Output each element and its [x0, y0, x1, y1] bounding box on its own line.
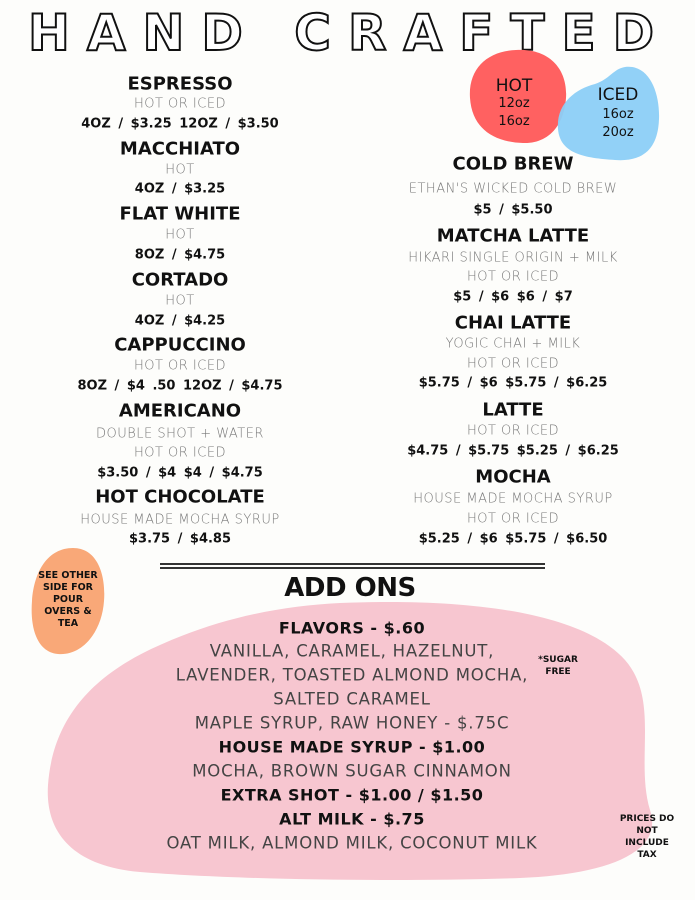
divider — [160, 563, 545, 565]
menu-item-description: HOT — [165, 227, 195, 243]
menu-item-name: MOCHA — [475, 466, 551, 488]
menu-item-name: MATCHA LATTE — [436, 225, 590, 247]
hot-size: 12oz — [498, 96, 530, 111]
hot-size: 16oz — [498, 114, 530, 129]
add-on-options: LAVENDER, TOASTED ALMOND MOCHA, — [175, 665, 529, 685]
note-blob — [31, 548, 105, 655]
menu-item-description: HOUSE MADE MOCHA SYRUP — [80, 512, 280, 528]
iced-badge: ICED 16oz 20oz — [588, 85, 648, 140]
add-on-category: EXTRA SHOT - $1.00 / $1.50 — [220, 785, 484, 805]
menu-item-price: 4OZ / $3.25 12OZ / $3.50 — [81, 116, 279, 132]
menu-item-price: 8OZ / $4.75 — [134, 247, 226, 263]
menu-item-name: FLAT WHITE — [119, 203, 241, 225]
see-other-side-note: SEE OTHER SIDE FOR POUR OVERS & TEA — [38, 570, 98, 629]
menu-item-price: $4.75 / $5.75 $5.25 / $6.25 — [407, 443, 619, 459]
menu-item-description: YOGIC CHAI + MILK — [445, 336, 581, 352]
add-on-options: SALTED CARAMEL — [273, 689, 431, 709]
menu-item-price: 8OZ / $4 .50 12OZ / $4.75 — [77, 378, 283, 394]
add-on-category: ALT MILK - $.75 — [279, 809, 425, 829]
divider — [160, 567, 545, 569]
menu-item-description: HOT OR ICED — [133, 358, 227, 374]
iced-blob — [557, 66, 660, 161]
add-on-options: VANILLA, CARAMEL, HAZELNUT, — [209, 641, 495, 661]
tax-note: PRICES DO NOT INCLUDE TAX — [619, 814, 675, 860]
menu-item-price: $3.50 / $4 $4 / $4.75 — [97, 465, 263, 481]
menu-item-price: $3.75 / $4.85 — [128, 531, 232, 547]
menu-item-name: CHAI LATTE — [454, 312, 572, 334]
menu-item-description: DOUBLE SHOT + WATER — [96, 426, 264, 442]
menu-item-name: LATTE — [482, 399, 544, 421]
add-on-options: OAT MILK, ALMOND MILK, COCONUT MILK — [166, 833, 538, 853]
menu-item-name: MACCHIATO — [119, 138, 241, 160]
menu-item-description: HOUSE MADE MOCHA SYRUP — [413, 491, 613, 507]
menu-item-name: CORTADO — [131, 269, 229, 291]
menu-item-name: CAPPUCCINO — [114, 334, 246, 356]
menu-item-price: 4OZ / $3.25 — [134, 181, 226, 197]
iced-size: 16oz — [602, 107, 634, 122]
iced-size: 20oz — [602, 125, 634, 140]
menu-item-name: HOT CHOCOLATE — [95, 486, 265, 508]
menu-item-description: HOT OR ICED — [466, 356, 560, 372]
menu-item-name: COLD BREW — [452, 153, 574, 175]
add-ons-heading: ADD ONS — [284, 573, 416, 603]
menu-item-price: 4OZ / $4.25 — [134, 313, 226, 329]
menu-item-price: $5.25 / $6 $5.75 / $6.50 — [418, 531, 608, 547]
menu-item-description: HOT OR ICED — [466, 423, 560, 439]
hot-badge: HOT 12oz 16oz — [484, 76, 544, 129]
iced-label: ICED — [597, 85, 639, 105]
menu-item-description: HOT OR ICED — [133, 445, 227, 461]
add-ons-blob — [47, 601, 653, 880]
add-on-options: MOCHA, BROWN SUGAR CINNAMON — [192, 761, 512, 781]
menu-item-description: ETHAN'S WICKED COLD BREW — [408, 181, 618, 197]
add-on-category: HOUSE MADE SYRUP - $1.00 — [218, 737, 486, 757]
sugar-free-note: *SUGAR FREE — [538, 655, 578, 677]
menu-item-price: $5 / $5.50 — [473, 202, 553, 218]
menu-item-price: $5.75 / $6 $5.75 / $6.25 — [418, 375, 608, 391]
menu-item-name: AMERICANO — [118, 400, 242, 422]
menu-item-description: HOT OR ICED — [133, 96, 227, 112]
add-on-category: FLAVORS - $.60 — [278, 618, 426, 638]
menu-item-description: HOT OR ICED — [466, 511, 560, 527]
menu-item-description: HOT — [165, 162, 195, 178]
menu-item-name: ESPRESSO — [127, 73, 233, 95]
menu-item-description: HOT — [165, 293, 195, 309]
hot-label: HOT — [495, 76, 533, 96]
menu-item-price: $5 / $6 $6 / $7 — [453, 289, 573, 305]
menu-item-description: HIKARI SINGLE ORIGIN + MILK — [408, 250, 618, 266]
menu-item-description: HOT OR ICED — [466, 269, 560, 285]
hot-blob — [469, 49, 567, 144]
add-on-options: MAPLE SYRUP, RAW HONEY - $.75C — [194, 713, 510, 733]
page-title: HAND CRAFTED — [27, 3, 672, 63]
